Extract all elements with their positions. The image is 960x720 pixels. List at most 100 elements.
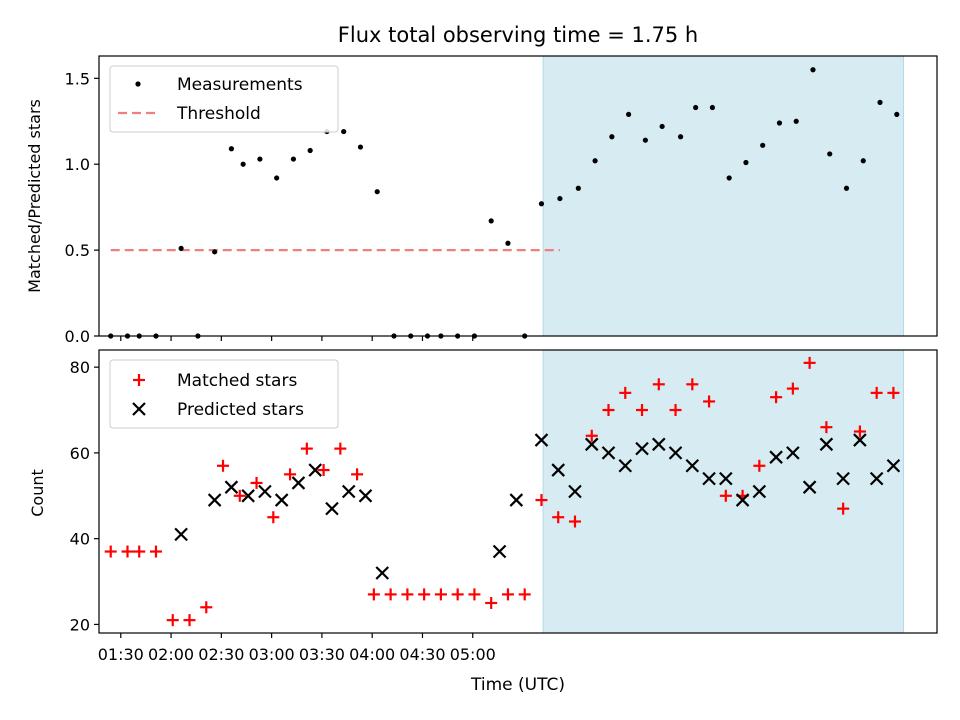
matched-star-point [351,468,364,481]
measurement-point [827,151,833,157]
predicted-star-stroke-b [802,480,817,494]
predicted-star-point [174,527,188,542]
matched-star-point [401,588,414,601]
matched-star-point [870,386,883,399]
matched-star-point [686,378,699,391]
legend-measurements-label: Measurements [177,75,303,95]
measurement-point [212,249,218,255]
matched-stars-points [104,356,900,627]
measurement-point [860,158,866,164]
bottom-legend: Matched stars Predicted stars [109,359,339,429]
predicted-star-stroke-b [551,463,566,477]
predicted-star-point [375,566,390,580]
x-tick-label: 03:00 [249,645,295,664]
bottom-plot-frame [98,349,938,634]
x-tick-label: 04:30 [399,645,445,664]
predicted-star-stroke-b [584,437,599,452]
predicted-star-point [358,489,373,503]
predicted-star-point [635,441,649,456]
matched-star-point [719,489,732,502]
bottom-x-ticks: 01:30 02:00 02:30 03:00 03:30 04:00 04:30 05:00 [98,633,496,664]
measurement-point [793,118,799,124]
top-y-tick-label: 1.5 [65,69,90,88]
matched-star-point [636,404,649,417]
bottom-y-tick-label: 40 [70,530,90,549]
measurement-point [693,104,699,111]
top-plot-frame [98,55,938,337]
matched-star-point [133,545,146,558]
measurement-point [709,104,716,111]
matched-star-point [820,421,833,434]
measurement-point [626,111,632,118]
measurement-point [341,128,347,135]
predicted-star-point [618,458,633,473]
predicted-star-point [584,437,599,452]
measurement-point [642,137,648,143]
predicted-star-stroke-b [853,433,867,447]
top-y-tick-label: 0.0 [65,327,90,346]
matched-star-point [619,386,632,399]
predicted-star-stroke-b [274,493,289,507]
measurement-point [124,333,131,339]
measurement-point [677,134,684,140]
predicted-star-stroke-b [174,527,188,542]
matched-star-point [200,601,213,614]
measurement-point [195,333,201,339]
predicted-star-stroke-b [786,446,800,460]
predicted-star-stroke-b [241,489,255,503]
predicted-star-point [769,450,783,464]
predicted-star-point [601,446,616,460]
predicted-star-point [836,471,850,486]
top-legend: Measurements Threshold [109,65,339,133]
predicted-star-stroke-b [836,471,850,486]
matched-star-point [468,588,481,601]
matched-star-point [652,378,665,391]
measurement-point [592,158,598,164]
x-tick-label: 04:00 [349,645,395,664]
bottom-shaded-region [542,349,904,634]
measurement-point [743,159,749,166]
matched-star-point [284,468,297,481]
predicted-star-stroke-b [752,484,767,499]
measurement-point [228,146,235,152]
predicted-star-point [869,471,884,486]
matched-star-point [485,596,498,609]
measurement-point [726,175,732,181]
matched-star-point [317,464,330,477]
bottom-y-tick-label: 80 [70,358,90,377]
predicted-star-point [551,463,566,477]
measurement-point [760,142,766,148]
matched-star-point [217,459,230,472]
predicted-star-stroke-b [325,501,339,516]
top-y-ticks: 0.0 0.5 1.0 1.5 [65,69,99,346]
predicted-star-point [719,471,733,486]
bottom-y-axis-label: Count [28,469,47,517]
measurement-point [178,245,184,251]
bottom-y-tick-label: 60 [70,444,90,463]
measurement-point [257,156,263,162]
matched-star-point [552,511,565,524]
matched-star-point [535,494,548,507]
measurement-point [374,189,380,195]
predicted-star-stroke-b [886,458,901,473]
predicted-star-stroke-b [769,450,783,464]
x-tick-label: 03:30 [299,645,345,664]
legend-predicted-marker [132,402,146,416]
matched-star-point [853,425,866,438]
measurement-point [557,195,563,202]
measurement-point [136,333,142,339]
top-panel: 0.0 0.5 1.0 1.5 Flux total observing time =… [25,23,938,346]
predicted-star-point [802,480,817,494]
predicted-star-point [509,493,524,507]
top-x-ticks [120,336,474,341]
x-tick-label: 02:00 [148,645,194,664]
matched-star-point [753,459,766,472]
measurement-point [240,161,246,167]
measurement-point [575,185,581,191]
predicted-star-point [786,446,800,460]
matched-star-point [418,588,431,601]
predicted-star-stroke-b [735,493,750,507]
matched-star-point [602,404,615,417]
top-y-axis-label: Matched/Predicted stars [25,99,44,293]
predicted-star-point [308,463,322,477]
